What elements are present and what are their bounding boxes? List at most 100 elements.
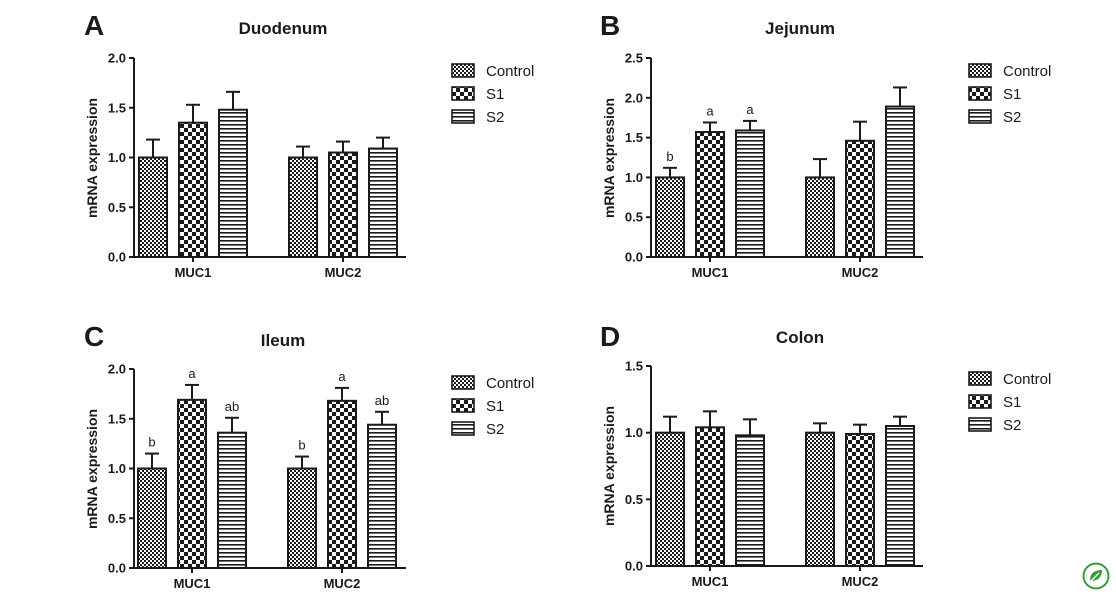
bar xyxy=(735,129,765,259)
bar xyxy=(845,139,875,258)
legend: Control S1 S2 xyxy=(451,375,534,438)
legend-label: S1 xyxy=(486,398,504,415)
legend-swatch xyxy=(968,417,992,432)
significance-label: a xyxy=(706,103,714,118)
y-tick-label: 1.5 xyxy=(625,130,643,145)
panel-letter: D xyxy=(600,321,620,352)
panel-letter: B xyxy=(600,10,620,41)
bar xyxy=(735,434,765,568)
y-tick-label: 1.0 xyxy=(625,425,643,440)
significance-label: b xyxy=(666,149,673,164)
bar xyxy=(805,431,835,567)
legend-label: S1 xyxy=(486,86,504,103)
leaf-badge-icon xyxy=(1082,562,1110,590)
legend-label: Control xyxy=(486,63,534,80)
y-tick-label: 0.5 xyxy=(108,200,126,215)
y-axis-label: mRNA expression xyxy=(84,98,100,218)
bar xyxy=(328,151,358,258)
y-tick-label: 2.0 xyxy=(625,90,643,105)
y-axis-label: mRNA expression xyxy=(601,98,617,218)
chart-title: Duodenum xyxy=(239,19,328,38)
y-tick-label: 0.5 xyxy=(625,210,643,225)
legend-swatch xyxy=(968,63,992,78)
bar xyxy=(138,156,168,258)
y-tick-label: 1.0 xyxy=(625,170,643,185)
legend-swatch xyxy=(451,421,475,436)
significance-label: a xyxy=(338,369,346,384)
bar xyxy=(695,426,725,568)
bar xyxy=(805,176,835,258)
significance-label: a xyxy=(746,102,754,117)
legend-label: Control xyxy=(1003,371,1051,388)
legend: Control S1 S2 xyxy=(968,371,1051,434)
panel-d: D Colon mRNA expression 0.0 0.5 1.0 1.5 MUC1… xyxy=(600,321,1051,589)
x-tick-label: MUC2 xyxy=(325,265,362,280)
y-tick-label: 2.5 xyxy=(625,51,643,66)
significance-label: b xyxy=(298,438,305,453)
legend-label: Control xyxy=(1003,63,1051,80)
panel-b: B Jejunum mRNA expression 0.0 0.5 1.0 1.5 2.… xyxy=(600,10,1051,280)
significance-label: b xyxy=(148,435,155,450)
significance-label: ab xyxy=(225,399,239,414)
x-tick-label: MUC2 xyxy=(842,265,879,280)
legend: Control S1 S2 xyxy=(968,63,1051,126)
panel-c: C Ileum mRNA expression 0.0 0.5 1.0 1.5 2.0 b… xyxy=(84,321,534,591)
y-axis-label: mRNA expression xyxy=(84,409,100,529)
bar xyxy=(695,131,725,258)
bar xyxy=(217,431,247,569)
plot-area: 0.0 0.5 1.0 1.5 2.0 b b a a ab ab MUC1 MUC2 xyxy=(108,362,406,591)
x-tick-label: MUC1 xyxy=(692,265,729,280)
y-tick-label: 1.0 xyxy=(108,150,126,165)
x-tick-label: MUC1 xyxy=(175,265,212,280)
bar xyxy=(177,398,207,569)
bar xyxy=(288,156,318,258)
bar xyxy=(287,467,317,569)
y-tick-label: 0.5 xyxy=(108,511,126,526)
bar xyxy=(178,121,208,258)
plot-area: 0.0 0.5 1.0 1.5 2.0 2.5 b a a MUC1 MUC2 xyxy=(625,51,923,280)
x-tick-label: MUC1 xyxy=(692,574,729,589)
bar xyxy=(137,467,167,569)
legend-label: S2 xyxy=(1003,109,1021,126)
bar xyxy=(218,108,248,258)
legend-swatch xyxy=(451,109,475,124)
legend-swatch xyxy=(451,398,475,413)
legend-swatch xyxy=(968,109,992,124)
significance-label: ab xyxy=(375,393,389,408)
y-tick-label: 0.0 xyxy=(625,559,643,574)
y-tick-label: 0.0 xyxy=(108,561,126,576)
panel-a: A Duodenum mRNA expression 0.0 0.5 1.0 1.5 2… xyxy=(84,10,534,280)
y-tick-label: 0.0 xyxy=(108,250,126,265)
x-tick-label: MUC2 xyxy=(842,574,879,589)
bar xyxy=(885,105,915,258)
plot-area: 0.0 0.5 1.0 1.5 2.0 MUC1 MUC2 xyxy=(108,51,406,280)
bar xyxy=(327,399,357,569)
bar xyxy=(885,425,915,567)
legend-label: S2 xyxy=(486,109,504,126)
legend-swatch xyxy=(451,375,475,390)
bar xyxy=(655,431,685,567)
legend-swatch xyxy=(968,86,992,101)
x-tick-label: MUC2 xyxy=(324,576,361,591)
legend: Control S1 S2 xyxy=(451,63,534,126)
legend-swatch xyxy=(451,86,475,101)
y-axis-label: mRNA expression xyxy=(601,406,617,526)
bar xyxy=(368,147,398,258)
legend-label: S2 xyxy=(486,421,504,438)
bar xyxy=(845,433,875,567)
y-tick-label: 1.0 xyxy=(108,461,126,476)
legend-label: S2 xyxy=(1003,417,1021,434)
legend-swatch xyxy=(968,371,992,386)
significance-label: a xyxy=(188,366,196,381)
y-tick-label: 0.0 xyxy=(625,250,643,265)
plot-area: 0.0 0.5 1.0 1.5 MUC1 MUC2 xyxy=(625,359,923,589)
legend-swatch xyxy=(968,394,992,409)
y-tick-label: 2.0 xyxy=(108,51,126,66)
y-tick-label: 2.0 xyxy=(108,362,126,377)
chart-title: Jejunum xyxy=(765,19,835,38)
legend-label: S1 xyxy=(1003,394,1021,411)
y-tick-label: 0.5 xyxy=(625,492,643,507)
bar xyxy=(367,423,397,569)
bar xyxy=(655,176,685,258)
